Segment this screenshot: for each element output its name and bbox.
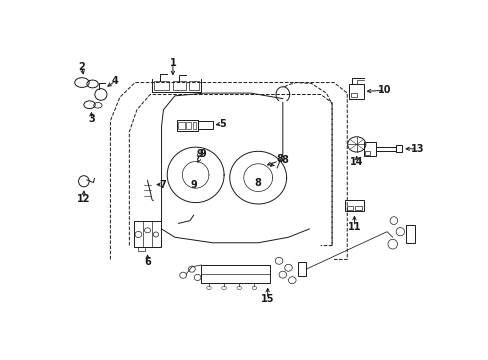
Bar — [192, 122, 196, 129]
Bar — [173, 81, 186, 90]
Bar — [345, 200, 363, 211]
Bar — [405, 225, 415, 243]
Bar — [188, 81, 199, 90]
Text: 13: 13 — [410, 144, 423, 154]
Bar — [348, 84, 363, 99]
Bar — [376, 147, 395, 151]
Text: 8: 8 — [254, 178, 261, 188]
Text: 7: 7 — [159, 180, 166, 190]
Text: 5: 5 — [218, 118, 225, 129]
Text: 12: 12 — [77, 194, 90, 204]
Text: 3: 3 — [88, 114, 95, 124]
Text: 4: 4 — [112, 76, 119, 86]
Bar — [350, 93, 356, 97]
Bar — [365, 151, 369, 155]
Text: 2: 2 — [79, 62, 85, 72]
Bar — [297, 262, 305, 276]
Bar — [354, 206, 361, 210]
Text: 9: 9 — [190, 180, 197, 190]
Text: 9: 9 — [199, 149, 206, 159]
Bar — [364, 141, 376, 156]
Text: 11: 11 — [347, 222, 361, 232]
Text: 1: 1 — [169, 58, 176, 68]
Bar — [154, 81, 169, 90]
Bar — [201, 265, 269, 283]
Bar — [176, 120, 197, 131]
Text: 6: 6 — [144, 257, 151, 267]
Bar — [134, 221, 161, 247]
Bar — [178, 122, 184, 129]
Text: 15: 15 — [261, 294, 274, 304]
Bar — [197, 121, 212, 129]
Text: 8: 8 — [276, 154, 283, 164]
Text: 8: 8 — [280, 155, 287, 165]
Text: 10: 10 — [378, 85, 391, 95]
Bar — [185, 122, 191, 129]
Bar — [346, 206, 352, 210]
Text: 9: 9 — [197, 149, 203, 159]
Bar — [395, 145, 401, 152]
Text: 14: 14 — [349, 157, 363, 167]
